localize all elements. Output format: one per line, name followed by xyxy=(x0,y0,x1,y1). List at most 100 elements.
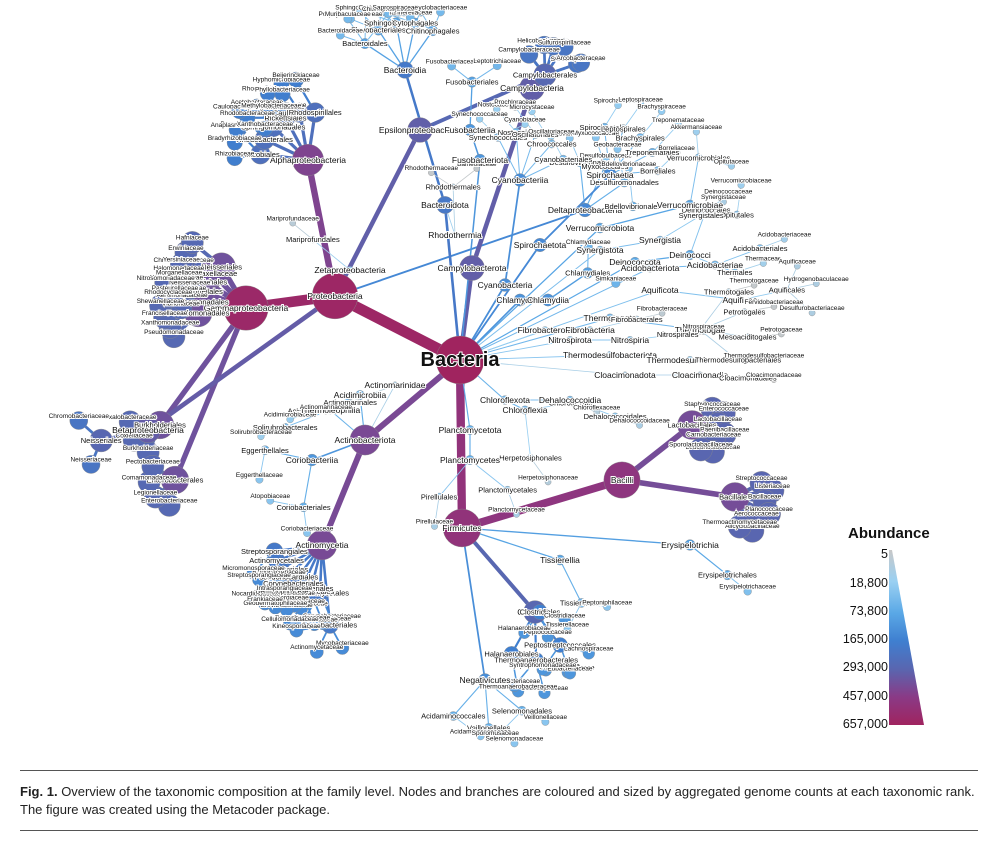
family-label: Myxococcaceae xyxy=(573,130,620,137)
family-label: Halanaerobiaceae xyxy=(498,625,551,632)
phylum-label: Aquificota xyxy=(641,285,679,295)
family-branch xyxy=(488,727,515,744)
class-branch xyxy=(461,527,486,681)
order-label: Erysipelotrichales xyxy=(698,571,757,580)
family-node xyxy=(770,303,778,310)
order-node xyxy=(732,210,742,220)
class-label: Actinomycetia xyxy=(296,540,349,550)
class-label: Acidimicrobiia xyxy=(334,390,387,400)
order-label: Oscillatoriales xyxy=(512,130,559,139)
family-label: Alteromonadaceae xyxy=(149,274,204,281)
order-node xyxy=(611,412,619,421)
order-label: Thermodesulfobacteriales xyxy=(695,356,782,365)
order-label: Fusobacteriales xyxy=(446,78,499,87)
family-node xyxy=(582,647,595,660)
family-node xyxy=(672,149,681,157)
family-label: Microcystaceae xyxy=(509,104,555,111)
order-label: Tissierellales xyxy=(560,599,603,608)
order-label: Leptospirales xyxy=(601,125,646,134)
order-label: Corynebacteriales xyxy=(263,579,324,588)
family-label: Listeriaceae xyxy=(755,483,790,490)
class-node xyxy=(684,199,696,211)
order-label: Rickettsiales xyxy=(264,113,306,122)
family-branch xyxy=(734,262,764,273)
family-node xyxy=(536,663,549,676)
family-label: Propionibacteriaceae xyxy=(264,598,325,605)
family-branch xyxy=(636,312,663,320)
family-branch xyxy=(786,265,798,291)
family-branch xyxy=(651,124,679,153)
order-node xyxy=(359,38,371,49)
order-branch xyxy=(312,239,351,271)
family-label: Herpetosiphonaceae xyxy=(518,474,578,481)
order-branch xyxy=(609,137,641,176)
class-label: Bacteroidia xyxy=(384,65,427,75)
family-node xyxy=(613,145,622,154)
phylum-branch xyxy=(459,317,611,361)
class-label: Acidobacteriae xyxy=(687,260,744,270)
family-label: Brucellaceae xyxy=(221,121,259,128)
family-label: Synergistaceae xyxy=(701,194,746,201)
order-label: Rhodothermales xyxy=(426,183,481,192)
family-label: Syntrophomonadaceae xyxy=(509,662,577,669)
family-node xyxy=(591,133,600,142)
order-branch xyxy=(524,409,531,459)
family-label: Francisellaceae xyxy=(142,310,188,317)
family-branch xyxy=(479,118,499,138)
class-branch xyxy=(469,85,535,271)
phylum-label: Acidobacteriota xyxy=(621,263,680,273)
order-node xyxy=(493,133,503,142)
legend-tick: 293,000 xyxy=(842,660,888,674)
family-node xyxy=(571,53,591,72)
class-label: Rhodothermia xyxy=(428,230,482,240)
phylum-node xyxy=(621,371,629,379)
phylum-node xyxy=(595,245,605,255)
family-node xyxy=(770,376,778,383)
family-node xyxy=(289,219,296,227)
family-label: Campylobacteraceae xyxy=(498,47,560,54)
class-node xyxy=(292,144,324,176)
class-node xyxy=(407,117,433,143)
family-label: Eggerthellaceae xyxy=(236,472,283,479)
family-branch xyxy=(617,148,625,183)
order-label: Bacillales xyxy=(719,493,751,502)
family-branch xyxy=(743,306,775,313)
family-label: Arcobacteraceae xyxy=(556,55,606,62)
phylum-label: Bacteroidota xyxy=(421,200,469,210)
order-branch xyxy=(699,329,738,361)
family-label: Desulfurobacteriaceae xyxy=(780,305,845,312)
class-node xyxy=(684,539,696,551)
order-node xyxy=(722,570,733,581)
phylum-node xyxy=(533,238,547,252)
order-label: Thiotrichales xyxy=(185,277,228,286)
family-label: Rikenellaceae xyxy=(361,4,402,11)
order-label: Desulfuromonadales xyxy=(590,178,659,187)
order-node xyxy=(373,24,384,36)
order-node xyxy=(647,147,657,157)
class-node xyxy=(684,249,696,261)
class-label: Betaproteobacteria xyxy=(112,425,184,435)
family-label: Veillonellaceae xyxy=(524,714,568,721)
order-node xyxy=(532,604,548,620)
order-branch xyxy=(519,143,553,181)
family-node xyxy=(780,235,788,243)
order-node xyxy=(725,288,733,296)
family-label: Corynebacteriaceae xyxy=(303,613,362,620)
order-node xyxy=(619,177,630,188)
order-label: Pseudomonadales xyxy=(167,309,229,318)
class-label: Epsilonproteobacteria xyxy=(379,125,461,135)
family-node xyxy=(274,86,291,103)
order-label: Clostridiales xyxy=(520,608,561,617)
class-label: Cloacimonadia xyxy=(672,370,728,380)
order-node xyxy=(265,542,284,560)
class-node xyxy=(223,285,269,331)
order-branch xyxy=(699,291,730,331)
order-label: Actinomycetales xyxy=(249,556,304,565)
order-node xyxy=(533,63,557,87)
family-branch xyxy=(786,289,813,314)
family-node xyxy=(658,310,666,317)
family-label: Akkermansiaceae xyxy=(671,124,723,131)
family-label: Bradyrhizobiaceae xyxy=(208,135,262,142)
phylum-node xyxy=(541,326,549,334)
family-node xyxy=(720,198,727,206)
